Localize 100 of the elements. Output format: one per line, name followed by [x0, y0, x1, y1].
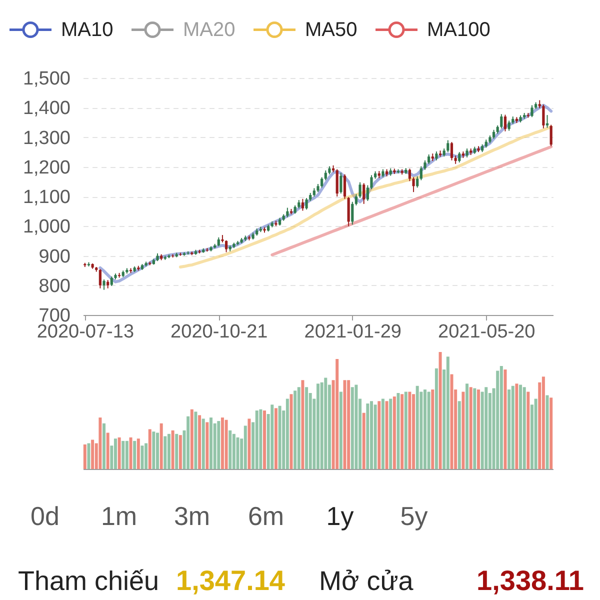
candlestick	[343, 174, 346, 200]
bar	[194, 412, 198, 469]
bar	[263, 410, 266, 469]
bar	[431, 389, 434, 469]
bar	[508, 389, 511, 469]
bar	[484, 387, 488, 469]
candlestick	[351, 201, 354, 226]
candlestick	[508, 120, 510, 132]
candlestick	[504, 114, 507, 132]
bar	[140, 446, 144, 469]
candlestick	[362, 182, 366, 204]
candlestick	[301, 198, 304, 212]
bar	[255, 410, 258, 469]
bar	[206, 422, 209, 469]
candlestick	[446, 140, 450, 153]
candlestick	[450, 141, 454, 161]
y-tick-label: 1,100	[22, 187, 70, 208]
bar	[186, 416, 190, 469]
bar	[248, 418, 251, 469]
candlestick	[412, 176, 415, 193]
bar	[133, 440, 136, 469]
bar	[270, 404, 274, 469]
bar	[164, 436, 167, 469]
y-tick-label: 800	[38, 276, 70, 297]
bar	[550, 398, 553, 469]
bar	[476, 389, 480, 469]
bar	[244, 426, 247, 469]
bar	[324, 378, 328, 469]
bar	[408, 392, 412, 469]
bar	[522, 387, 526, 469]
bar	[381, 398, 384, 469]
bar	[336, 359, 339, 469]
bar	[152, 432, 156, 469]
bar	[156, 432, 160, 469]
candlestick	[424, 160, 426, 170]
bar	[504, 370, 507, 469]
bar	[136, 438, 140, 469]
candlestick	[336, 168, 338, 197]
y-tick-label: 1,500	[22, 68, 70, 90]
bar	[438, 352, 442, 469]
x-tick-label: 2020-10-21	[170, 322, 268, 342]
bar	[450, 374, 454, 469]
bar	[236, 437, 240, 469]
bar	[91, 440, 94, 469]
text: 1m	[100, 501, 138, 531]
bar	[462, 392, 465, 469]
y-tick-label: 1,000	[22, 216, 70, 238]
candlestick	[305, 197, 308, 210]
bar	[385, 401, 388, 469]
bar	[190, 409, 194, 469]
bar	[354, 384, 358, 469]
bar	[297, 387, 300, 469]
bar	[217, 421, 220, 469]
bar	[511, 386, 514, 469]
bar	[423, 389, 426, 469]
bar	[534, 398, 538, 469]
candlestick	[428, 154, 430, 164]
candlestick	[340, 172, 342, 194]
bar	[370, 401, 373, 469]
candlestick	[347, 196, 350, 227]
x-tick-label: 2021-05-20	[438, 322, 536, 342]
candlestick	[500, 114, 503, 129]
bar	[83, 444, 86, 469]
text: 6m	[248, 501, 284, 531]
bar	[220, 418, 224, 469]
bar	[232, 434, 236, 469]
bar	[148, 429, 152, 469]
bar	[366, 403, 370, 469]
candlestick	[366, 184, 369, 202]
candlestick	[102, 278, 106, 290]
bar	[87, 443, 90, 469]
bar	[374, 404, 377, 469]
bar	[427, 392, 430, 469]
bar	[301, 380, 304, 469]
bar	[224, 420, 228, 469]
legend-label: MA10	[61, 18, 114, 41]
bar	[198, 415, 202, 469]
candlestick	[416, 176, 419, 188]
bar	[466, 384, 469, 469]
candlestick	[110, 276, 113, 286]
candlestick	[550, 124, 552, 147]
candlestick	[320, 176, 324, 188]
text: Tham chiếu	[18, 566, 160, 596]
text: 3m	[174, 501, 210, 531]
text: 5y	[400, 501, 428, 531]
bar	[160, 423, 163, 469]
bar	[434, 368, 438, 469]
bar	[339, 392, 342, 469]
bar	[118, 437, 121, 469]
bar	[290, 394, 293, 469]
bar	[446, 356, 450, 469]
bar	[469, 387, 472, 469]
y-tick-label: 1,200	[22, 157, 70, 178]
bar	[178, 435, 182, 469]
bar	[305, 387, 308, 469]
bar	[202, 418, 205, 469]
legend-label: MA100	[427, 18, 490, 41]
bar	[416, 386, 419, 469]
bar	[102, 423, 106, 469]
bar	[362, 412, 366, 469]
